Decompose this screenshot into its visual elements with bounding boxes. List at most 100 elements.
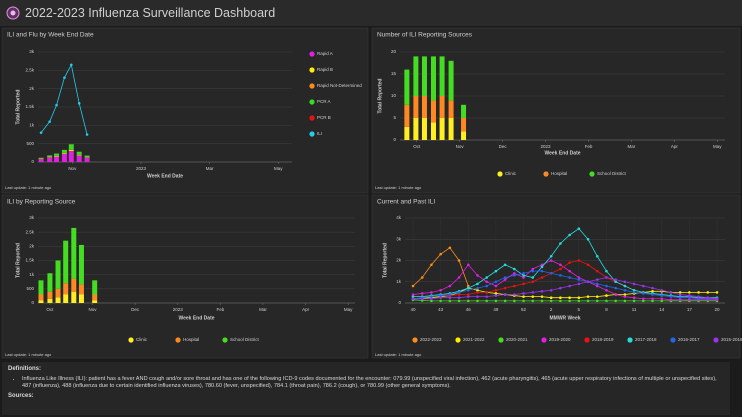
- x-tick-label: Nov: [89, 307, 98, 312]
- point: [660, 288, 664, 292]
- bar: [68, 144, 74, 150]
- point: [457, 276, 461, 279]
- point: [559, 263, 562, 267]
- legend-label: 2022-2023: [420, 337, 442, 342]
- point: [669, 298, 673, 302]
- point: [614, 278, 617, 281]
- bar: [84, 157, 90, 162]
- bar: [71, 291, 77, 303]
- bar: [92, 294, 98, 301]
- legend-label: 2016-2017: [678, 337, 700, 342]
- bar: [439, 96, 445, 118]
- point: [568, 284, 571, 288]
- point: [439, 296, 442, 299]
- x-tick-label: Apr: [302, 307, 310, 312]
- bar: [63, 294, 69, 303]
- point: [632, 282, 636, 286]
- bar: [461, 104, 467, 118]
- point: [549, 254, 553, 258]
- y-tick-label: 2.5k: [25, 68, 34, 73]
- bar: [63, 283, 69, 295]
- bar: [78, 244, 84, 285]
- point: [48, 120, 51, 123]
- bar: [55, 297, 61, 303]
- x-tick-label: 49: [493, 307, 499, 312]
- bar: [430, 56, 436, 101]
- point: [549, 299, 553, 303]
- y-tick-label: 2k: [396, 258, 402, 263]
- legend-label: Rapid B: [317, 67, 333, 72]
- x-tick-label: Dec: [499, 144, 508, 149]
- x-tick-label: 2023: [136, 166, 147, 171]
- point: [522, 274, 525, 277]
- definitions: Definitions: Influenza Like Illness (ILI…: [2, 362, 730, 415]
- x-tick-label: Mar: [259, 307, 267, 312]
- point: [439, 252, 442, 256]
- chart-title: Number of ILI Reporting Sources: [377, 32, 473, 39]
- dashboard: 2022-2023 Influenza Surveillance Dashboa…: [0, 0, 742, 359]
- point: [485, 299, 488, 303]
- point: [531, 299, 535, 303]
- panel: [371, 194, 741, 359]
- y-axis-label: Total Reported: [377, 79, 383, 114]
- point: [540, 276, 544, 279]
- bar: [92, 300, 98, 303]
- point: [577, 299, 581, 303]
- point: [476, 282, 479, 286]
- x-tick-label: 17: [687, 307, 693, 312]
- legend-label: Rapid Not-Determined: [317, 83, 362, 88]
- y-tick-label: 10: [391, 93, 397, 98]
- point: [457, 259, 461, 262]
- definitions-heading: Definitions:: [8, 366, 41, 372]
- x-tick-label: 2023: [541, 144, 552, 149]
- point: [568, 276, 571, 279]
- legend-marker: [309, 131, 315, 137]
- y-tick-label: 15: [391, 71, 397, 76]
- bar: [76, 155, 82, 162]
- point: [485, 276, 488, 279]
- point: [503, 293, 507, 296]
- point: [540, 263, 544, 267]
- line: [413, 228, 717, 299]
- bar: [61, 153, 67, 154]
- bar: [55, 260, 61, 289]
- point: [678, 298, 682, 302]
- point: [466, 284, 470, 288]
- line: [412, 260, 717, 301]
- point: [568, 296, 571, 299]
- bar: [38, 294, 44, 301]
- bar: [404, 126, 410, 140]
- point: [614, 299, 617, 303]
- point: [586, 263, 590, 267]
- point: [697, 291, 700, 294]
- legend-marker: [584, 337, 590, 343]
- point: [559, 286, 562, 290]
- point: [531, 269, 535, 273]
- point: [623, 288, 627, 292]
- point: [420, 297, 424, 301]
- y-axis-label: Total Reported: [15, 90, 21, 125]
- x-tick-label: 8: [605, 307, 608, 312]
- point: [605, 269, 608, 273]
- point: [577, 227, 581, 230]
- point: [559, 274, 562, 277]
- point: [559, 267, 562, 271]
- point: [577, 278, 581, 281]
- point: [39, 131, 43, 134]
- bar: [47, 298, 53, 303]
- legend-marker: [309, 83, 315, 89]
- line: [412, 287, 717, 300]
- point: [503, 286, 507, 290]
- bar: [47, 156, 53, 158]
- point: [540, 290, 544, 293]
- chart-title: ILI and Flu by Week End Date: [7, 32, 94, 39]
- point: [605, 276, 608, 279]
- point: [651, 286, 654, 290]
- x-tick-label: Oct: [413, 144, 421, 149]
- point: [485, 280, 488, 284]
- y-tick-label: 0: [393, 137, 396, 142]
- point: [632, 299, 636, 303]
- point: [476, 295, 479, 298]
- bar: [430, 100, 436, 123]
- legend-label: Rapid A: [317, 51, 333, 56]
